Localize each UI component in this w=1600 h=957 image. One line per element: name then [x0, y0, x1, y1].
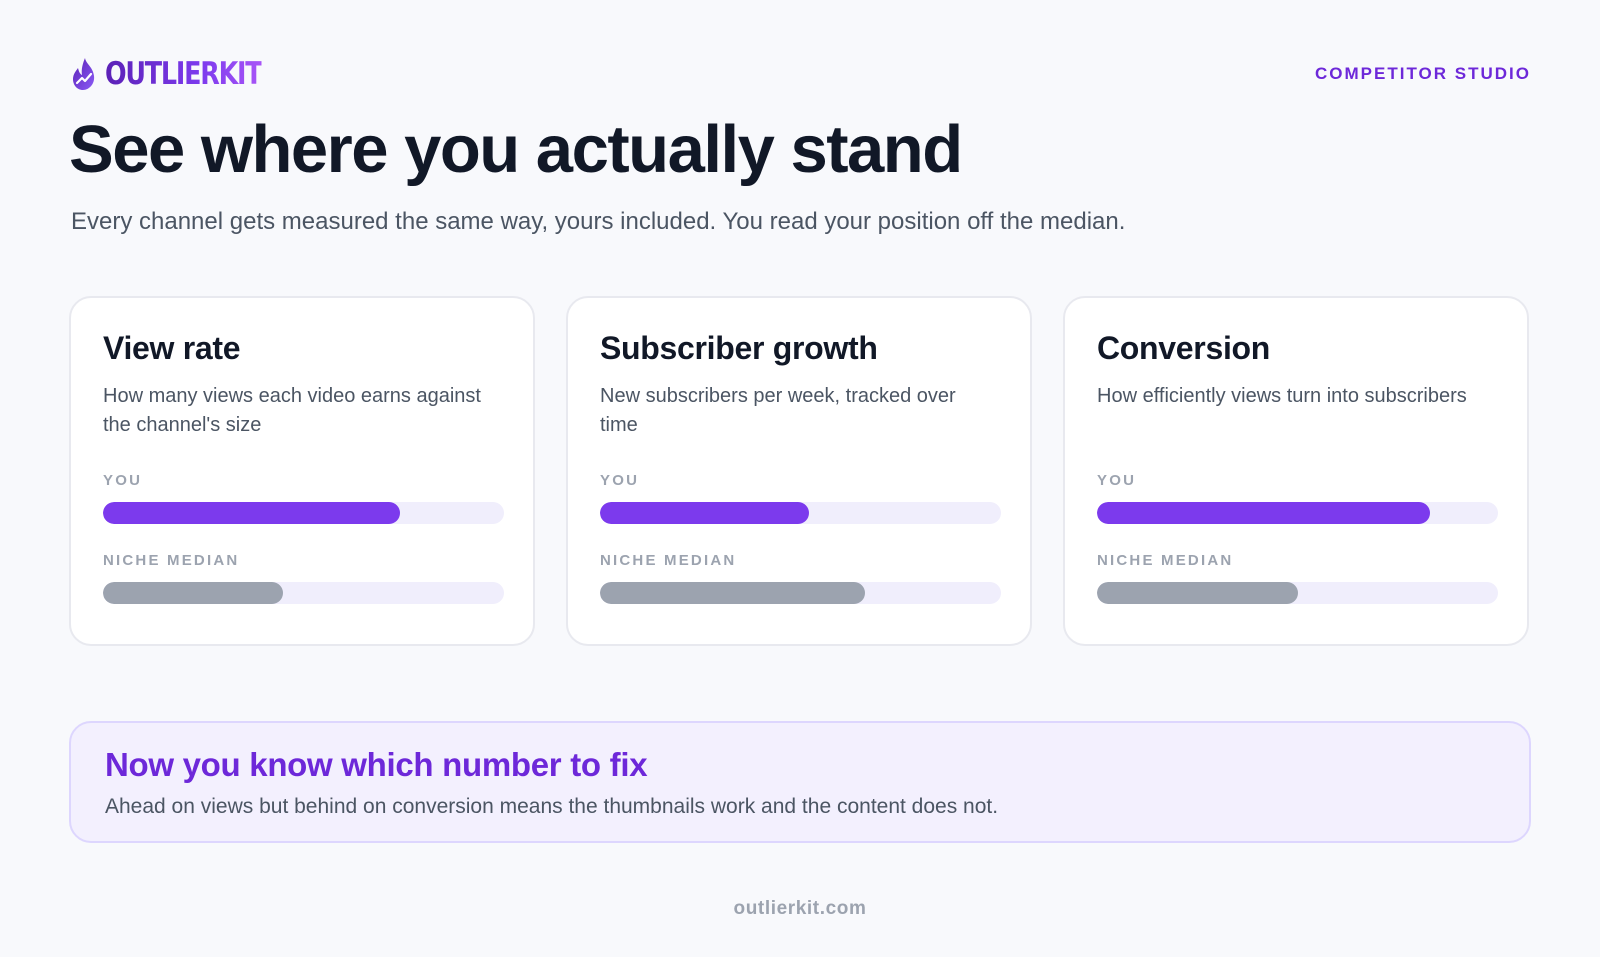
median-label: NICHE MEDIAN: [103, 552, 240, 569]
you-bar-track: [1097, 502, 1498, 524]
you-bar-track: [600, 502, 1001, 524]
callout-text: Ahead on views but behind on conversion …: [105, 795, 999, 818]
median-bar-fill: [1097, 582, 1298, 604]
you-bar-fill: [103, 502, 400, 524]
metric-card-subscriber-growth: Subscriber growth New subscribers per we…: [566, 296, 1032, 646]
you-label: YOU: [1097, 472, 1137, 489]
metric-card-view-rate: View rate How many views each video earn…: [69, 296, 535, 646]
card-title: View rate: [103, 330, 241, 366]
median-bar-track: [103, 582, 504, 604]
you-label: YOU: [103, 472, 143, 489]
card-title: Subscriber growth: [600, 330, 878, 366]
nav-competitor-studio[interactable]: COMPETITOR STUDIO: [1315, 64, 1531, 83]
footer-url[interactable]: outlierkit.com: [733, 898, 867, 919]
you-bar-fill: [600, 502, 809, 524]
brand-logo[interactable]: OUTLIERKIT: [71, 54, 296, 94]
card-description: How many views each video earns against …: [103, 385, 481, 436]
median-label: NICHE MEDIAN: [1097, 552, 1234, 569]
metric-card-conversion: Conversion How efficiently views turn in…: [1063, 296, 1529, 646]
card-description: How efficiently views turn into subscrib…: [1097, 385, 1467, 407]
you-bar-track: [103, 502, 504, 524]
you-bar-fill: [1097, 502, 1430, 524]
flame-icon: [73, 58, 95, 90]
median-label: NICHE MEDIAN: [600, 552, 737, 569]
header: OUTLIERKIT COMPETITOR STUDIO: [71, 54, 1531, 94]
card-description: New subscribers per week, tracked over t…: [600, 385, 956, 436]
card-title: Conversion: [1097, 330, 1271, 366]
callout-title: Now you know which number to fix: [105, 746, 648, 783]
brand-name: OUTLIERKIT: [105, 56, 263, 92]
median-bar-fill: [103, 582, 284, 604]
median-bar-track: [1097, 582, 1498, 604]
page-title: See where you actually stand: [69, 112, 963, 187]
page-subtitle: Every channel gets measured the same way…: [71, 208, 1126, 235]
median-bar-fill: [600, 582, 865, 604]
you-label: YOU: [600, 472, 640, 489]
median-bar-track: [600, 582, 1001, 604]
insight-callout: Now you know which number to fix Ahead o…: [69, 721, 1531, 843]
metric-cards: View rate How many views each video earn…: [69, 296, 1531, 646]
